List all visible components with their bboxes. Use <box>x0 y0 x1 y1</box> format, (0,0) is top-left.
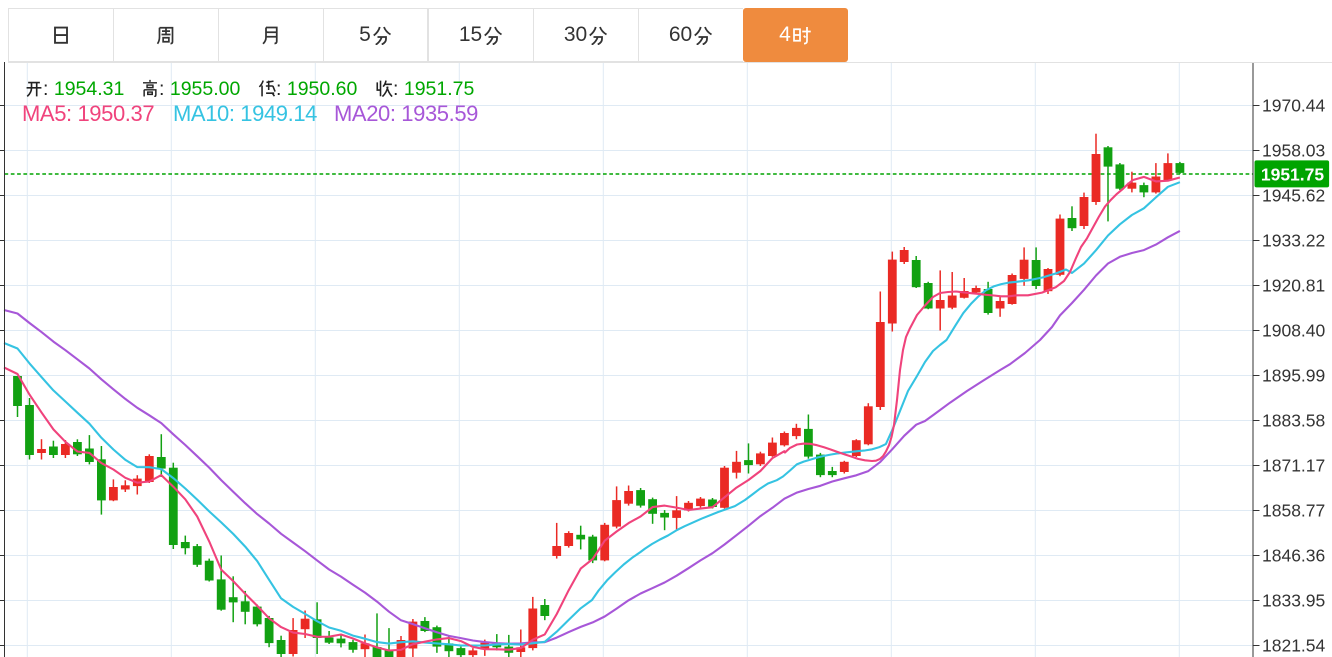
svg-text:1958.03: 1958.03 <box>1262 141 1325 161</box>
svg-text:1846.36: 1846.36 <box>1262 546 1325 566</box>
svg-text:1951.75: 1951.75 <box>1261 164 1325 184</box>
svg-text:1970.44: 1970.44 <box>1262 96 1326 116</box>
svg-text:1933.22: 1933.22 <box>1262 231 1325 251</box>
svg-text:1871.17: 1871.17 <box>1262 456 1325 476</box>
svg-text:1821.54: 1821.54 <box>1262 636 1326 656</box>
svg-text:1908.40: 1908.40 <box>1262 321 1326 341</box>
svg-text:1833.95: 1833.95 <box>1262 591 1325 611</box>
svg-text:1920.81: 1920.81 <box>1262 276 1325 296</box>
svg-text:1945.62: 1945.62 <box>1262 186 1325 206</box>
svg-text:1858.77: 1858.77 <box>1262 501 1325 521</box>
svg-text:1883.58: 1883.58 <box>1262 411 1325 431</box>
svg-text:1895.99: 1895.99 <box>1262 366 1325 386</box>
